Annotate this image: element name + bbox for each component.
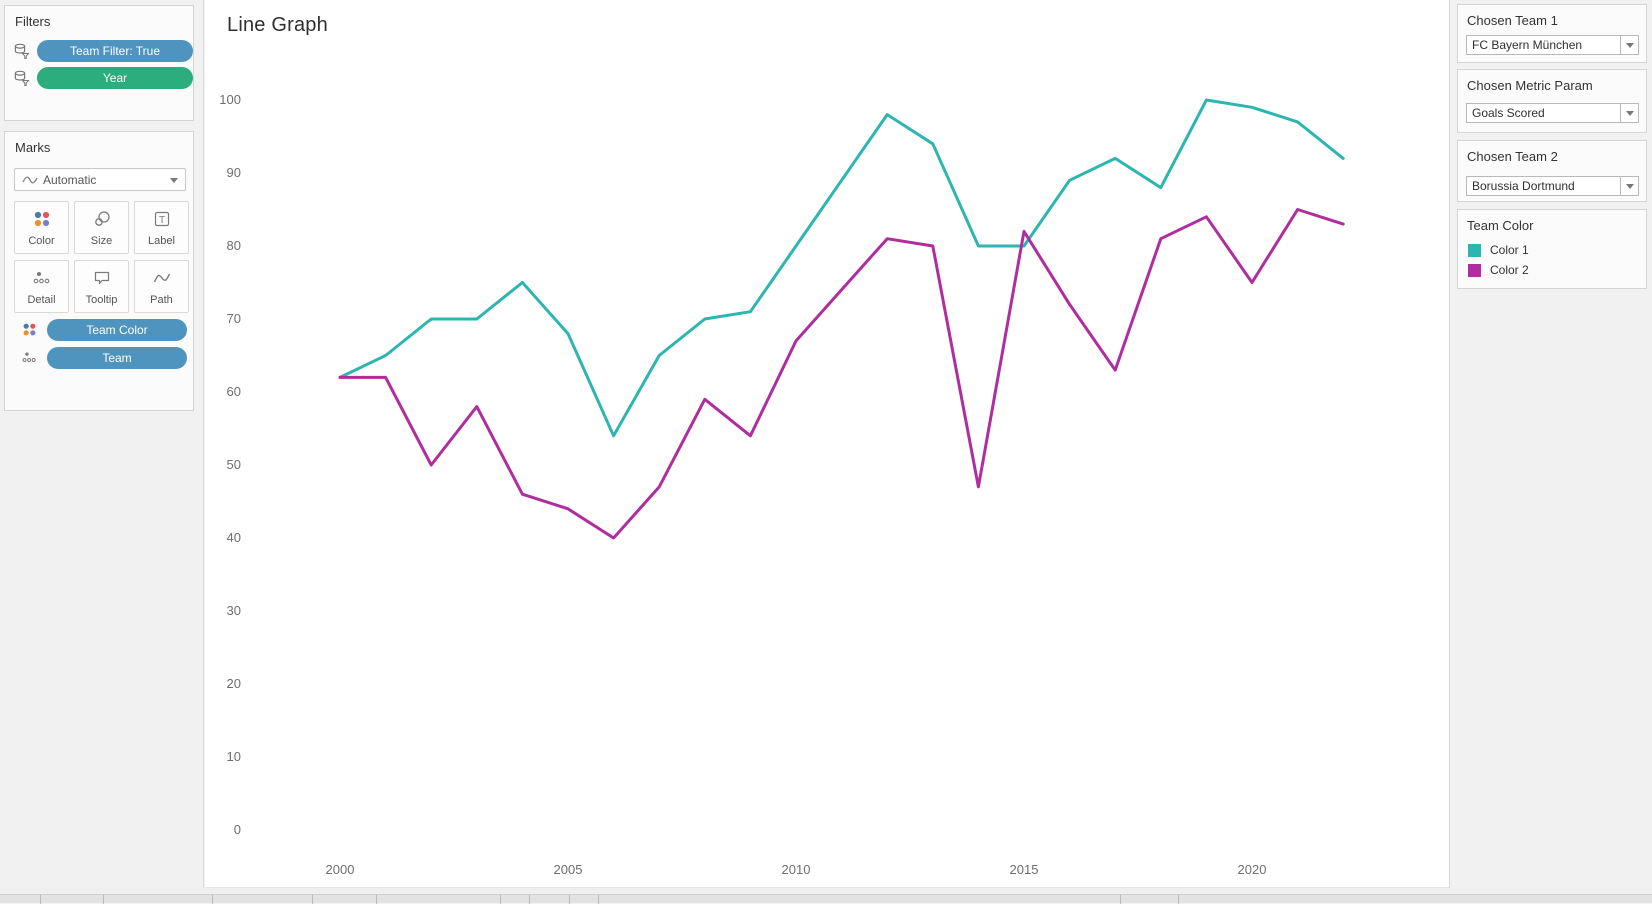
y-axis-tick-label: 100: [219, 92, 241, 107]
parameter-value: FC Bayern München: [1472, 38, 1583, 52]
x-axis-tick-label: 2015: [1009, 862, 1039, 877]
left-panel: Filters Team Filter: True Year Marks Auto…: [0, 0, 204, 888]
dropdown-caret-button[interactable]: [1620, 104, 1638, 122]
x-axis-tick-label: 2010: [781, 862, 811, 877]
parameter-title: Chosen Team 2: [1467, 149, 1558, 164]
legend-item[interactable]: Color 1: [1468, 243, 1638, 259]
chevron-down-icon: [170, 178, 178, 183]
marks-card-title: Marks: [15, 140, 51, 155]
y-axis-tick-label: 50: [226, 457, 241, 472]
mark-button-label[interactable]: T Label: [134, 201, 189, 254]
tooltip-bubble-icon: [94, 271, 109, 285]
y-axis-tick-label: 20: [226, 676, 241, 691]
mark-button-tooltip[interactable]: Tooltip: [74, 260, 129, 313]
filters-card-title: Filters: [15, 14, 51, 29]
taskbar-divider: [529, 895, 530, 904]
x-axis-tick-label: 2020: [1237, 862, 1267, 877]
marks-pill[interactable]: Team: [47, 347, 187, 369]
dropdown-caret-button[interactable]: [1620, 36, 1638, 54]
mark-button-path[interactable]: Path: [134, 260, 189, 313]
taskbar-divider: [1178, 895, 1179, 904]
filter-pill[interactable]: Year: [37, 67, 193, 89]
parameter-title: Chosen Metric Param: [1467, 78, 1593, 93]
y-axis-tick-label: 70: [226, 311, 241, 326]
marks-card: Marks Automatic Color Size T Label Detail Too…: [4, 131, 194, 411]
y-axis-tick-label: 60: [226, 384, 241, 399]
y-axis-tick-label: 0: [233, 822, 241, 837]
line-squiggle-icon: [22, 176, 38, 184]
legend-title: Team Color: [1467, 218, 1534, 233]
bottom-taskbar: [0, 894, 1652, 904]
mark-button-detail[interactable]: Detail: [14, 260, 69, 313]
taskbar-divider: [103, 895, 104, 904]
x-axis-tick-label: 2005: [553, 862, 583, 877]
x-axis-tick-label: 2000: [325, 862, 355, 877]
y-axis-tick-label: 90: [226, 165, 241, 180]
taskbar-divider: [569, 895, 570, 904]
datasource-filter-icon: [14, 43, 30, 59]
color-dots-icon: [34, 211, 49, 227]
legend-label: Color 1: [1490, 243, 1529, 257]
parameter-dropdown[interactable]: Goals Scored: [1466, 103, 1639, 123]
detail-dots-icon: [22, 352, 36, 362]
datasource-filter-icon: [14, 70, 30, 86]
parameter-dropdown[interactable]: Borussia Dortmund: [1466, 176, 1639, 196]
chevron-down-icon: [1626, 111, 1634, 116]
mark-button-label: Label: [148, 235, 175, 247]
y-axis-tick-label: 10: [226, 749, 241, 764]
path-zigzag-icon: [153, 273, 170, 283]
mark-button-label: Path: [150, 294, 173, 306]
taskbar-divider: [1120, 895, 1121, 904]
taskbar-divider: [376, 895, 377, 904]
legend-item[interactable]: Color 2: [1468, 263, 1638, 279]
marks-pill[interactable]: Team Color: [47, 319, 187, 341]
mark-button-label: Size: [90, 235, 113, 247]
color-dots-icon: [23, 323, 36, 336]
y-axis-tick-label: 30: [226, 603, 241, 618]
parameter-card: Chosen Team 2 Borussia Dortmund: [1457, 140, 1647, 202]
size-circles-icon: [94, 211, 110, 226]
mark-button-label: Tooltip: [85, 294, 118, 306]
svg-text:T: T: [158, 215, 164, 226]
mark-type-dropdown[interactable]: Automatic: [14, 168, 186, 191]
mark-button-color[interactable]: Color: [14, 201, 69, 254]
y-axis-tick-label: 40: [226, 530, 241, 545]
chart-pane: Line Graph 0 10 20 30 40 50 60 70 80 90 100 2000 200…: [205, 0, 1449, 888]
taskbar-divider: [212, 895, 213, 904]
chart-title: Line Graph: [227, 14, 328, 36]
parameter-card: Chosen Metric Param Goals Scored: [1457, 69, 1647, 133]
line-chart: [338, 98, 1345, 540]
parameter-value: Goals Scored: [1472, 106, 1545, 120]
mark-button-label: Color: [28, 235, 55, 247]
label-t-icon: T: [154, 211, 169, 227]
series-line-1[interactable]: [338, 98, 1345, 438]
taskbar-divider: [598, 895, 599, 904]
filters-card: Filters Team Filter: True Year: [4, 5, 194, 121]
parameter-value: Borussia Dortmund: [1472, 179, 1575, 193]
mark-button-label: Detail: [27, 294, 56, 306]
detail-dots-icon: [33, 272, 49, 284]
mark-button-size[interactable]: Size: [74, 201, 129, 254]
taskbar-divider: [312, 895, 313, 904]
dropdown-caret-button[interactable]: [1620, 177, 1638, 195]
chevron-down-icon: [1626, 184, 1634, 189]
y-axis-tick-label: 80: [226, 238, 241, 253]
filter-pill[interactable]: Team Filter: True: [37, 40, 193, 62]
series-line-2[interactable]: [338, 208, 1345, 540]
taskbar-divider: [500, 895, 501, 904]
legend-swatch: [1468, 244, 1481, 257]
chevron-down-icon: [1626, 43, 1634, 48]
taskbar-divider: [40, 895, 41, 904]
parameter-title: Chosen Team 1: [1467, 13, 1558, 28]
parameter-card: Chosen Team 1 FC Bayern München: [1457, 4, 1647, 63]
right-panel: Chosen Team 1 FC Bayern München Chosen Met…: [1449, 0, 1652, 888]
legend-swatch: [1468, 264, 1481, 277]
team-color-legend-card: Team Color Color 1 Color 2: [1457, 209, 1647, 289]
legend-label: Color 2: [1490, 263, 1529, 277]
parameter-dropdown[interactable]: FC Bayern München: [1466, 35, 1639, 55]
mark-type-value: Automatic: [43, 173, 97, 187]
